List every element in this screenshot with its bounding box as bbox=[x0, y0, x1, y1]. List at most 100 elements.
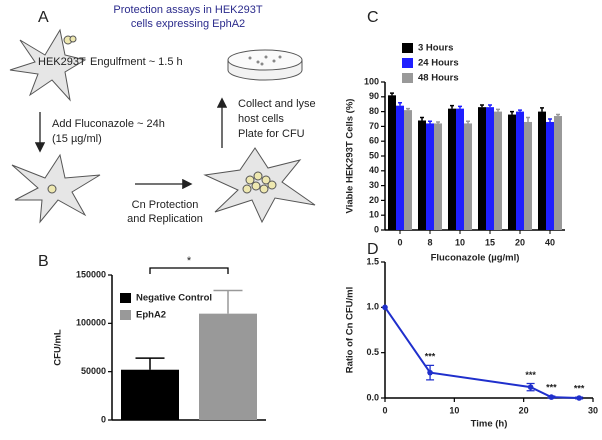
y-tick-label: 0 bbox=[374, 224, 379, 234]
legend-swatch bbox=[402, 58, 413, 68]
error-bar bbox=[518, 109, 522, 112]
petri-dish bbox=[227, 49, 303, 81]
legend-label: 3 Hours bbox=[418, 43, 453, 54]
bar bbox=[464, 123, 472, 230]
step-label: Collect and lyse bbox=[238, 98, 316, 110]
bar bbox=[434, 123, 442, 230]
y-axis-label: Viable HEK293T Cells (%) bbox=[345, 99, 356, 214]
bar bbox=[199, 313, 257, 420]
x-tick-label: 10 bbox=[449, 405, 459, 415]
diagram-title: cells expressing EphA2 bbox=[131, 18, 245, 30]
bar bbox=[121, 369, 179, 420]
x-tick-label: 8 bbox=[427, 237, 432, 247]
point-label: *** bbox=[574, 383, 585, 393]
error-bar bbox=[406, 107, 410, 111]
error-bar bbox=[480, 104, 484, 108]
bar bbox=[456, 108, 464, 230]
y-tick-label: 40 bbox=[369, 165, 379, 175]
bar bbox=[418, 120, 426, 230]
error-bar bbox=[548, 118, 552, 122]
point-label: *** bbox=[546, 383, 557, 393]
step-label: Add Fluconazole ~ 24h bbox=[52, 118, 165, 130]
y-tick-label: 1.0 bbox=[366, 302, 379, 312]
y-tick-label: 90 bbox=[369, 91, 379, 101]
error-bar bbox=[398, 101, 402, 106]
panel-a: A Protection assays in HEK293T cells exp… bbox=[9, 4, 316, 225]
error-bar bbox=[466, 120, 470, 124]
step-label: (15 µg/ml) bbox=[52, 133, 102, 145]
y-tick-label: 20 bbox=[369, 195, 379, 205]
y-tick-label: 150000 bbox=[76, 269, 106, 279]
point bbox=[527, 384, 534, 390]
x-tick-label: 20 bbox=[515, 237, 525, 247]
x-tick-label: 0 bbox=[397, 237, 402, 247]
x-tick-label: 0 bbox=[382, 405, 387, 415]
bar bbox=[396, 105, 404, 230]
step-label: Plate for CFU bbox=[238, 128, 305, 140]
y-tick-label: 100 bbox=[364, 76, 379, 86]
error-bar bbox=[436, 121, 440, 124]
step-label: Engulfment ~ 1.5 h bbox=[90, 56, 183, 68]
bar bbox=[426, 123, 434, 230]
y-tick-label: 70 bbox=[369, 121, 379, 131]
error-bar bbox=[390, 92, 394, 96]
legend-swatch bbox=[402, 73, 413, 83]
point-label: *** bbox=[425, 352, 436, 362]
error-bar bbox=[420, 116, 424, 121]
error-bar bbox=[450, 104, 454, 109]
x-tick-label: 10 bbox=[455, 237, 465, 247]
legend-label: Negative Control bbox=[136, 293, 212, 304]
yeast bbox=[47, 184, 57, 194]
point bbox=[548, 394, 555, 400]
step-label: and Replication bbox=[127, 213, 203, 225]
bar bbox=[404, 110, 412, 230]
point bbox=[382, 304, 388, 311]
y-axis-label: Ratio of Cn CFU/ml bbox=[345, 287, 356, 374]
point bbox=[427, 369, 433, 376]
error-bar bbox=[540, 107, 544, 112]
legend-swatch bbox=[402, 43, 413, 53]
significance-bracket bbox=[149, 267, 229, 274]
chart: D Ratio of Cn CFU/ml Time (h) 0.0 0.5 1.0 1.5 0… bbox=[345, 241, 598, 429]
bar bbox=[538, 111, 546, 230]
cell-label: HEK293T bbox=[38, 56, 86, 68]
y-tick-label: 80 bbox=[369, 106, 379, 116]
yeast bbox=[69, 35, 77, 43]
legend-label: EphA2 bbox=[136, 310, 166, 321]
bar bbox=[508, 114, 516, 230]
error-bar bbox=[428, 120, 432, 124]
y-axis-label: CFU/mL bbox=[53, 329, 64, 366]
x-axis-label: Fluconazole (µg/ml) bbox=[431, 253, 520, 264]
panel-label: C bbox=[367, 9, 379, 26]
bar bbox=[388, 95, 396, 230]
y-tick-label: 60 bbox=[369, 136, 379, 146]
y-tick-label: 50000 bbox=[81, 366, 106, 376]
y-tick-label: 10 bbox=[369, 210, 379, 220]
legend-label: 24 Hours bbox=[418, 58, 459, 69]
legend-swatch bbox=[120, 310, 131, 320]
y-tick-label: 50 bbox=[369, 150, 379, 160]
y-tick-label: 100000 bbox=[76, 318, 106, 328]
bar bbox=[448, 108, 456, 230]
bar bbox=[478, 107, 486, 230]
y-tick-label: 0.5 bbox=[366, 347, 379, 357]
x-tick-label: 20 bbox=[519, 405, 529, 415]
step-label: Cn Protection bbox=[132, 199, 199, 211]
point-label: *** bbox=[525, 370, 536, 380]
y-tick-label: 1.5 bbox=[366, 256, 379, 266]
legend-swatch bbox=[120, 293, 131, 303]
error-bar bbox=[488, 104, 492, 108]
cell bbox=[9, 28, 87, 102]
bar bbox=[516, 111, 524, 230]
error-bar bbox=[135, 357, 165, 370]
diagram-title: Protection assays in HEK293T bbox=[113, 4, 262, 16]
bar bbox=[554, 116, 562, 230]
x-tick-label: 15 bbox=[485, 237, 495, 247]
chart: C Viable HEK293T Cells (%) Fluconazole (µg… bbox=[345, 9, 565, 264]
panel-label: A bbox=[38, 9, 49, 26]
bar bbox=[546, 121, 554, 230]
x-tick-label: 30 bbox=[588, 405, 598, 415]
error-bar bbox=[496, 108, 500, 112]
x-tick-label: 40 bbox=[545, 237, 555, 247]
step-label: host cells bbox=[238, 113, 284, 125]
